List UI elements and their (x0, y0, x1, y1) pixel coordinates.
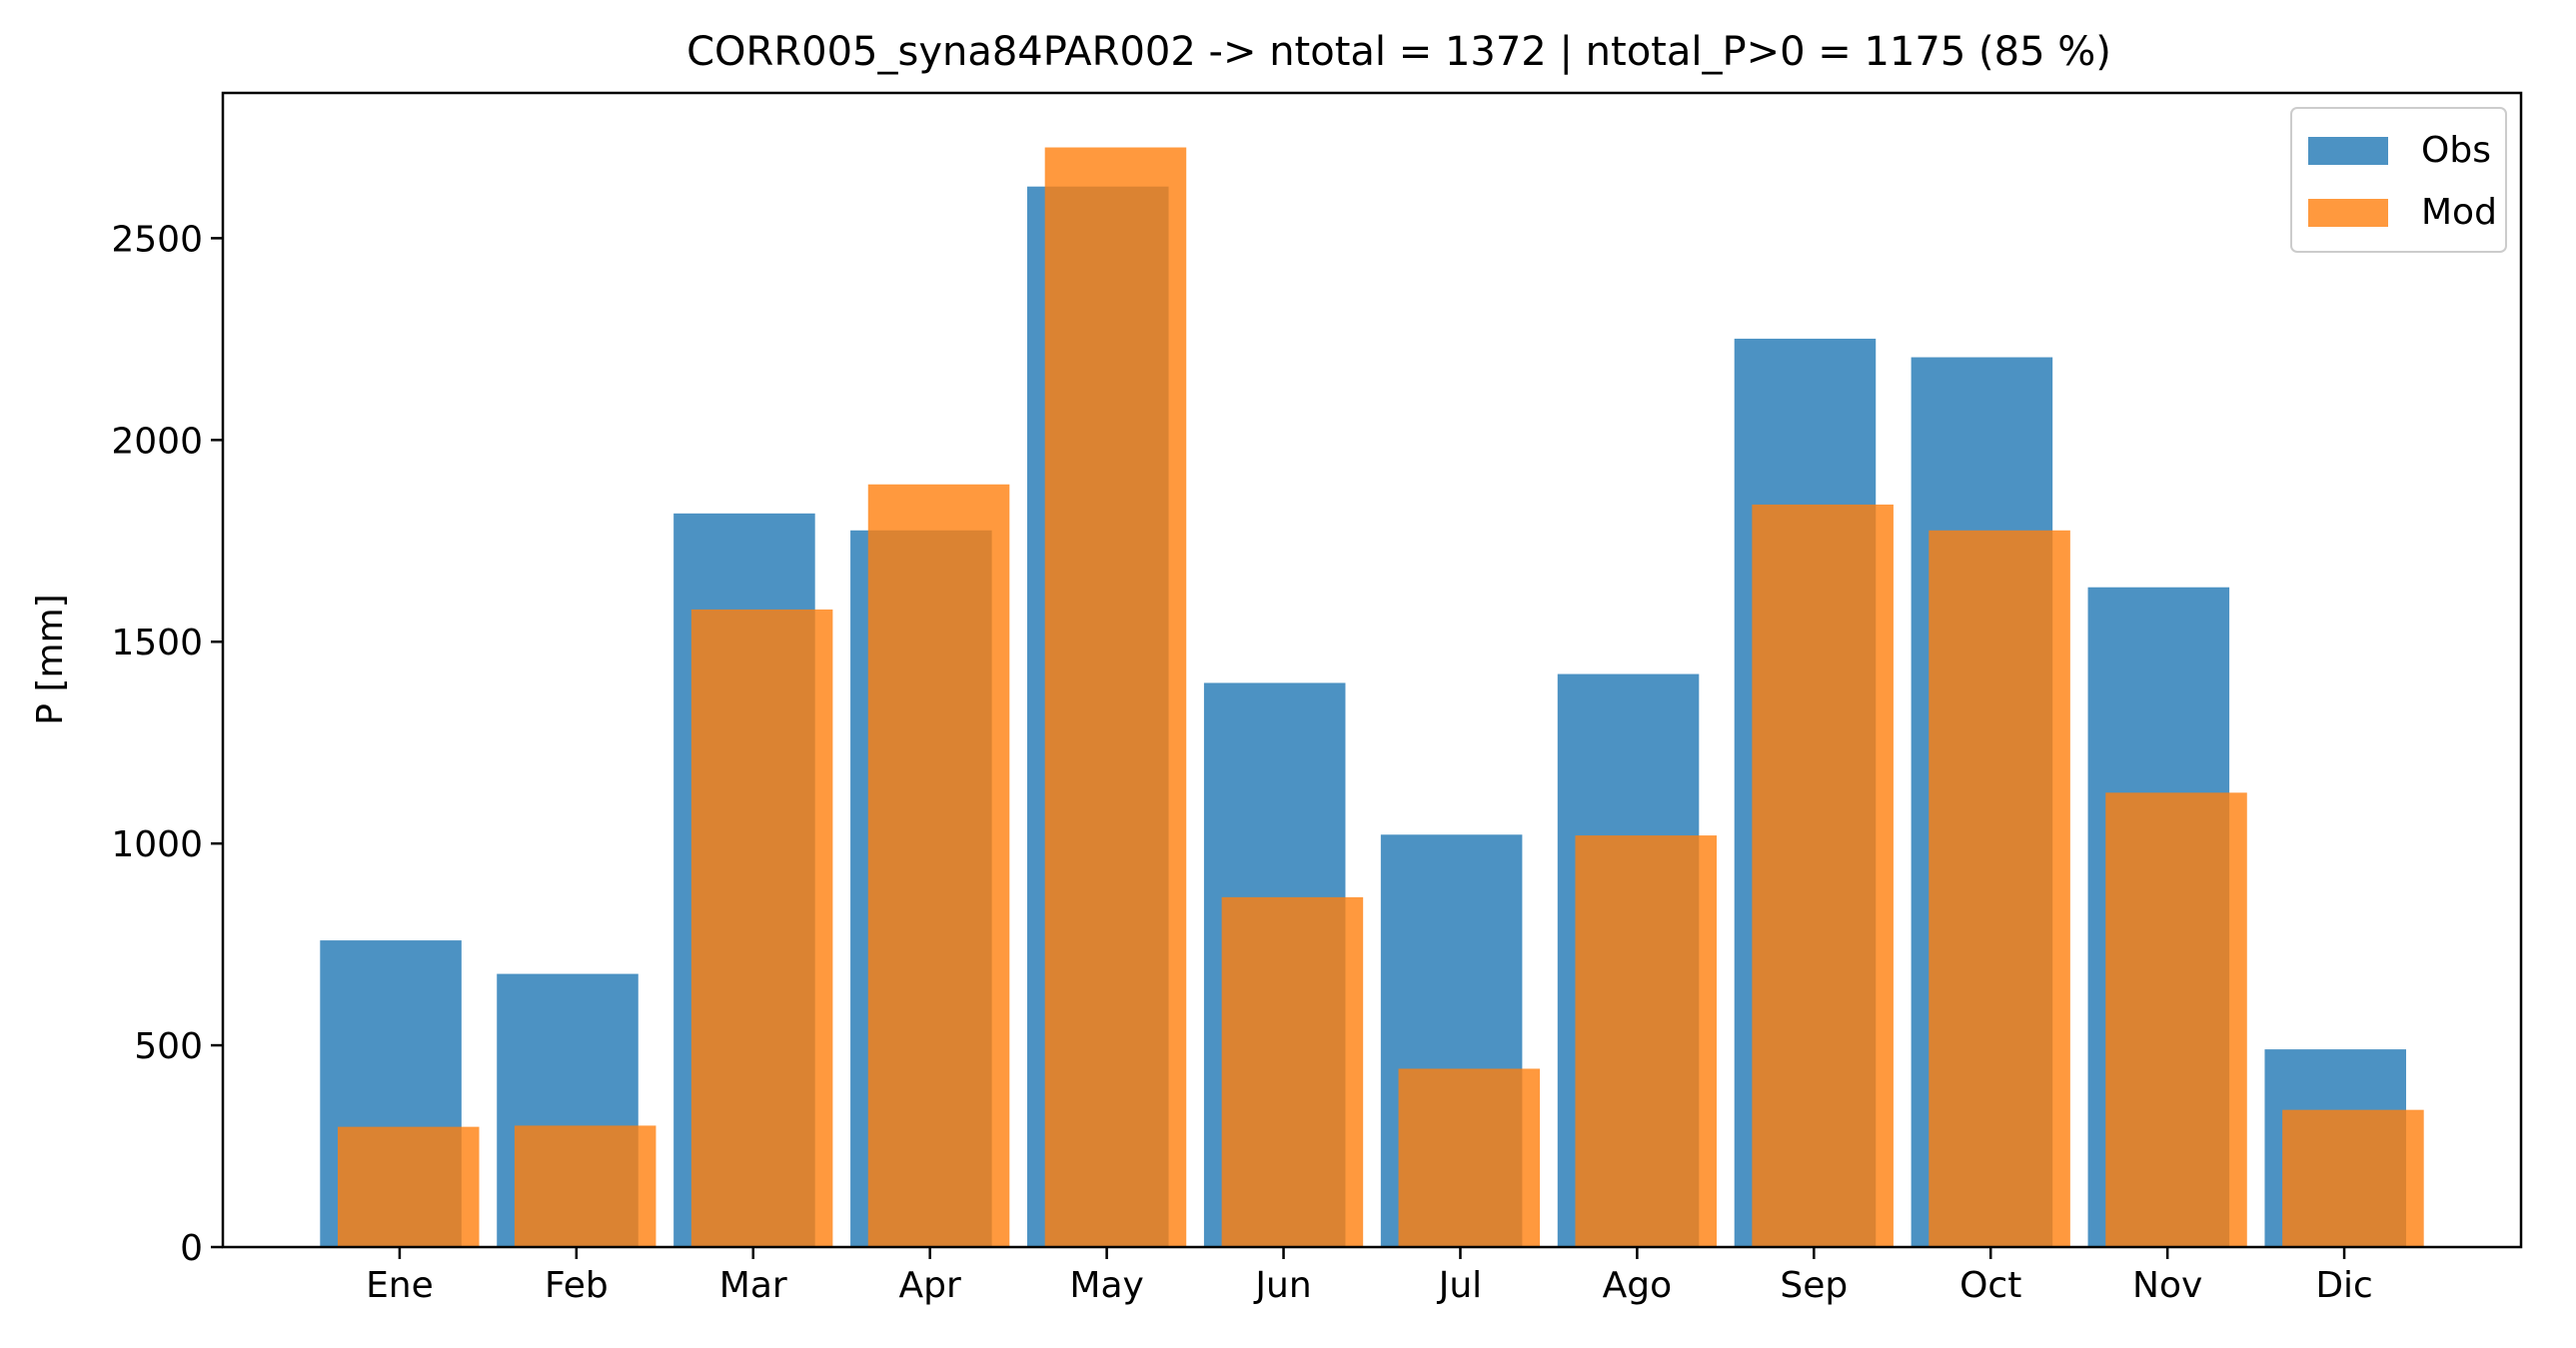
x-axis: Ene Feb Mar Apr May Jun Jul Ago Sep Oct Nov Dic (366, 1247, 2373, 1306)
bar-mod-mar (690, 609, 833, 1247)
y-tick-label: 1000 (111, 824, 203, 865)
y-tick-label: 2500 (111, 219, 203, 260)
x-tick-label: Mar (719, 1265, 787, 1306)
bar-mod-apr (867, 484, 1010, 1248)
x-tick-label: Nov (2132, 1265, 2202, 1306)
y-tick-label: 0 (180, 1228, 203, 1269)
bar-mod-nov (2105, 792, 2247, 1247)
bar-mod-jun (1221, 896, 1364, 1247)
plot-frame (221, 91, 2523, 1249)
x-tick-label: Jul (1437, 1265, 1482, 1306)
x-tick-label: Ene (366, 1265, 434, 1306)
x-tick-label: Ago (1603, 1265, 1673, 1306)
x-tick-label: Feb (545, 1265, 609, 1306)
x-tick-label: Oct (1959, 1265, 2021, 1306)
y-axis: 0 500 1000 1500 2000 2500 (111, 219, 223, 1269)
legend-label-mod: Mod (2421, 192, 2497, 233)
bar-mod-ago (1575, 835, 1717, 1247)
legend-swatch-obs (2308, 137, 2388, 165)
chart-title: CORR005_syna84PAR002 -> ntotal = 1372 | … (686, 29, 2111, 75)
y-tick-label: 1500 (111, 623, 203, 664)
bar-mod-sep (1752, 504, 1894, 1247)
legend-swatch-mod (2308, 199, 2388, 227)
bar-mod-may (1044, 147, 1187, 1247)
y-tick-label: 2000 (111, 421, 203, 462)
legend-label-obs: Obs (2421, 130, 2491, 171)
x-tick-label: Dic (2315, 1265, 2373, 1306)
bar-mod-dic (2282, 1109, 2424, 1247)
bar-mod-ene (338, 1126, 480, 1247)
bars-group (320, 147, 2424, 1248)
x-tick-label: Jun (1253, 1265, 1311, 1306)
y-tick-label: 500 (134, 1026, 203, 1067)
legend: Obs Mod (2290, 107, 2507, 253)
x-tick-label: May (1069, 1265, 1143, 1306)
x-tick-label: Apr (899, 1265, 961, 1306)
bar-mod-feb (514, 1125, 656, 1247)
bar-mod-oct (1929, 530, 2070, 1247)
bar-mod-jul (1398, 1068, 1541, 1247)
y-axis-label: P [mm] (30, 594, 71, 724)
x-tick-label: Sep (1780, 1265, 1848, 1306)
